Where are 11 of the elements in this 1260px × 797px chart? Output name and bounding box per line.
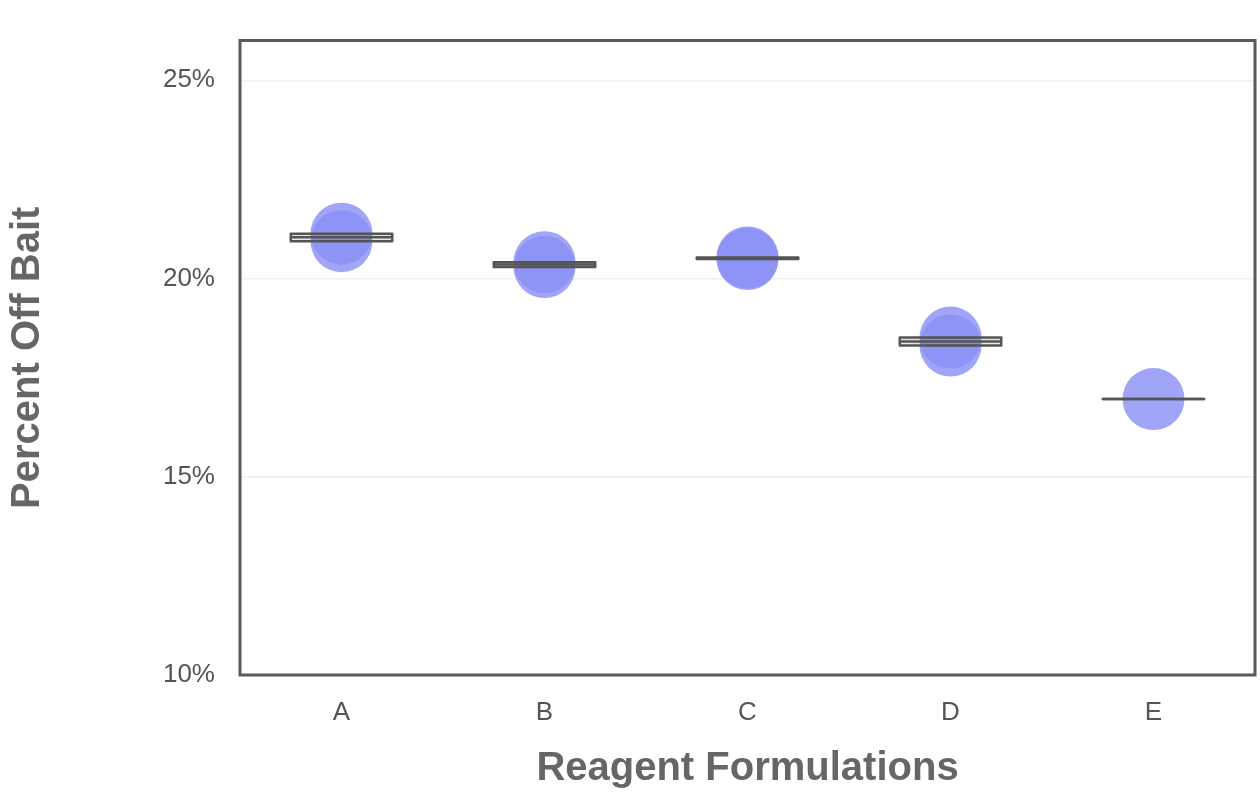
y-tick-label: 25%: [162, 63, 215, 94]
x-tick-label: D: [941, 695, 960, 726]
x-tick-label: A: [332, 695, 351, 726]
y-axis-title: Percent Off Bait: [3, 206, 48, 509]
y-tick-label: 20%: [162, 261, 215, 292]
x-axis-title: Reagent Formulations: [536, 744, 959, 789]
x-tick-label: C: [738, 695, 757, 726]
y-tick-label: 15%: [162, 459, 215, 490]
x-tick-label: E: [1144, 695, 1163, 726]
y-tick-label: 10%: [162, 658, 215, 689]
x-tick-label: B: [535, 695, 554, 726]
